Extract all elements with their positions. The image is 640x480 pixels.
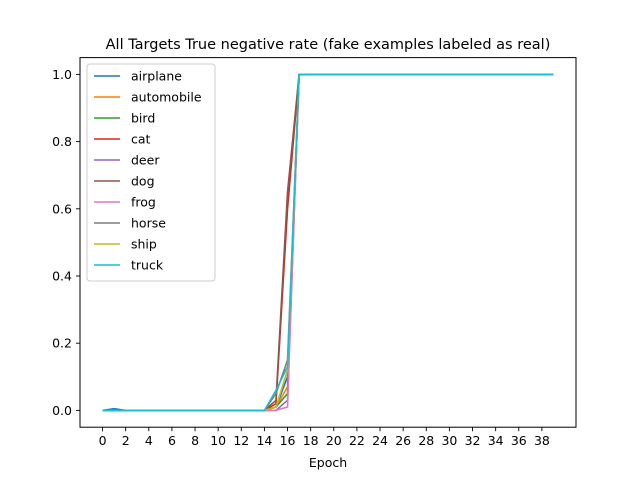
- y-axis: 0.0 0.2 0.4 0.6 0.8 1.0: [52, 67, 80, 418]
- legend-label-cat: cat: [131, 132, 151, 147]
- x-tick-label: 30: [441, 433, 457, 448]
- x-axis: 0 2 4 6 8 10 12 14 16 18 20 22 24 26 28 30 32 34 36 38: [99, 427, 550, 448]
- y-tick-label: 0.0: [52, 403, 72, 418]
- x-tick-label: 14: [256, 433, 272, 448]
- axes-frame: [79, 57, 577, 428]
- x-tick-label: 10: [210, 433, 226, 448]
- x-tick-label: 12: [233, 433, 249, 448]
- y-tick-label: 0.8: [52, 134, 72, 149]
- x-tick-label: 32: [465, 433, 481, 448]
- series-line-truck: [102, 73, 554, 412]
- x-tick-label: 24: [372, 433, 388, 448]
- legend-label-deer: deer: [131, 153, 160, 168]
- x-tick-label: 20: [326, 433, 342, 448]
- legend-label-automobile: automobile: [131, 90, 202, 105]
- legend-label-ship: ship: [131, 237, 157, 252]
- y-tick-label: 0.2: [52, 336, 72, 351]
- x-tick-label: 4: [145, 433, 153, 448]
- legend: airplane automobile bird cat deer dog frog hors…: [86, 63, 216, 282]
- legend-label-airplane: airplane: [131, 69, 182, 84]
- x-tick-label: 2: [122, 433, 130, 448]
- legend-label-horse: horse: [131, 216, 166, 231]
- y-tick-label: 1.0: [52, 67, 72, 82]
- x-tick-label: 26: [395, 433, 411, 448]
- x-tick-label: 34: [488, 433, 504, 448]
- x-axis-label: Epoch: [309, 455, 347, 470]
- x-tick-label: 18: [303, 433, 319, 448]
- legend-label-bird: bird: [131, 111, 155, 126]
- x-tick-label: 38: [534, 433, 550, 448]
- x-tick-label: 6: [168, 433, 176, 448]
- y-tick-label: 0.4: [52, 269, 72, 284]
- x-tick-label: 8: [191, 433, 199, 448]
- x-tick-label: 28: [418, 433, 434, 448]
- x-tick-label: 22: [349, 433, 365, 448]
- x-tick-label: 0: [99, 433, 107, 448]
- legend-label-frog: frog: [131, 195, 156, 210]
- chart-title: All Targets True negative rate (fake exa…: [106, 37, 551, 53]
- y-tick-label: 0.6: [52, 201, 72, 216]
- plot-area: [102, 73, 554, 412]
- x-tick-label: 36: [511, 433, 527, 448]
- legend-label-dog: dog: [131, 174, 155, 189]
- legend-label-truck: truck: [131, 258, 164, 273]
- x-tick-label: 16: [280, 433, 296, 448]
